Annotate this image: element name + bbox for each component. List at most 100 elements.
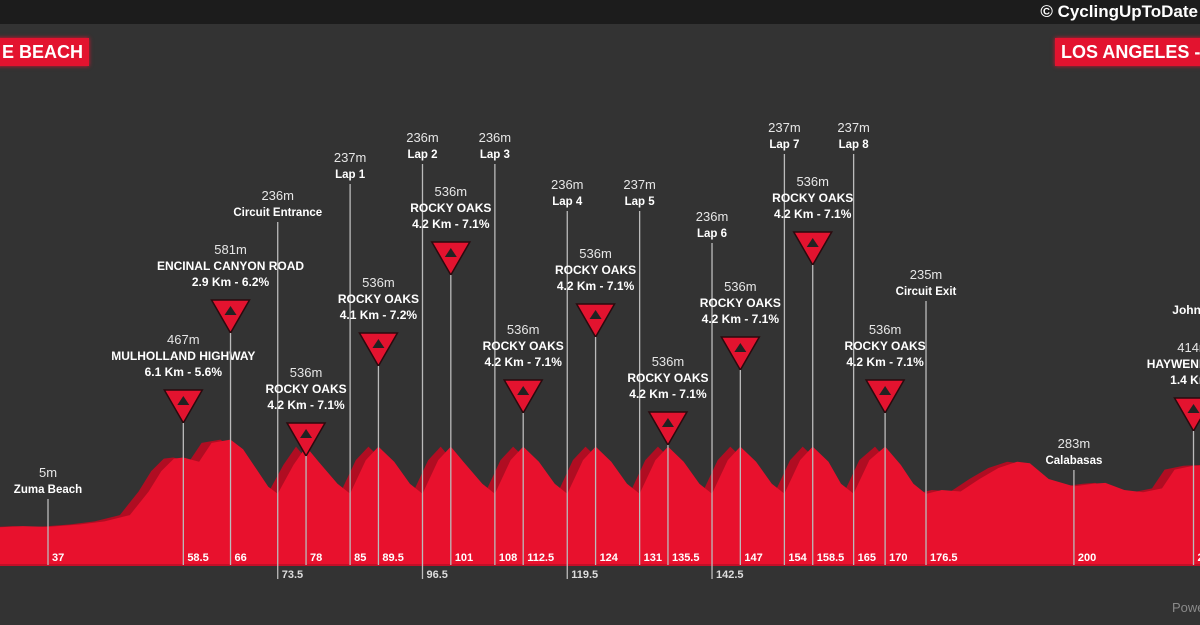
marker-elevation: 467m xyxy=(167,332,200,347)
marker-elevation: 536m xyxy=(724,279,757,294)
marker-elevation: 236m xyxy=(696,209,729,224)
marker-name: Lap 8 xyxy=(839,139,870,151)
marker-name: ROCKY OAKS xyxy=(555,263,636,277)
km-tick-label: 101 xyxy=(455,552,473,564)
climb-triangle-icon xyxy=(163,389,204,425)
km-tick-below-label: 96.5 xyxy=(426,569,447,581)
km-tick-label: 85 xyxy=(354,552,366,564)
marker-name: Circuit Entrance xyxy=(233,207,322,219)
marker-elevation: 236m xyxy=(551,177,584,192)
climb-detail: 4.2 Km - 7.1% xyxy=(267,398,345,412)
km-tick-label: 108 xyxy=(499,552,517,564)
km-tick-label: 147 xyxy=(744,552,762,564)
km-tick-label: 200 xyxy=(1078,552,1096,564)
marker-name: Lap 2 xyxy=(407,149,437,161)
mountain-icon xyxy=(517,386,530,395)
climb-detail: 4.2 Km - 7.1% xyxy=(485,355,563,369)
km-tick-label: 176.5 xyxy=(930,552,958,564)
mountain-icon xyxy=(444,248,457,257)
mountain-icon xyxy=(177,396,190,405)
marker-elevation: 536m xyxy=(362,275,395,290)
top-bar: © CyclingUpToDate xyxy=(0,0,1200,24)
km-tick-label: 78 xyxy=(310,552,322,564)
marker-name: ROCKY OAKS xyxy=(772,191,853,205)
climb-detail: 1.4 Km - xyxy=(1170,373,1200,387)
km-tick-label: 124 xyxy=(600,552,619,564)
km-tick-label: 135.5 xyxy=(672,552,700,564)
marker-name: HAYWENHURST xyxy=(1147,357,1200,371)
marker-name: ENCINAL CANYON ROAD xyxy=(157,259,304,273)
marker-elevation: 536m xyxy=(290,365,323,380)
marker-name: ROCKY OAKS xyxy=(265,382,346,396)
marker-elevation: 536m xyxy=(796,174,829,189)
km-tick-below-label: 73.5 xyxy=(282,569,303,581)
marker-elevation: 237m xyxy=(623,177,656,192)
marker-elevation: 237m xyxy=(334,150,367,165)
marker-elevation: 414m xyxy=(1177,340,1200,355)
km-tick-label: 2 xyxy=(1198,552,1200,564)
powered-by-text: Powe xyxy=(1172,600,1200,615)
climb-detail: 4.2 Km - 7.1% xyxy=(557,279,635,293)
mountain-icon xyxy=(806,238,819,247)
marker-elevation: 235m xyxy=(910,267,943,282)
climb-detail: 4.2 Km - 7.1% xyxy=(702,312,780,326)
marker-elevation: 536m xyxy=(579,246,612,261)
km-tick-label: 154 xyxy=(788,552,807,564)
marker-name: Lap 4 xyxy=(552,196,583,208)
km-tick-label: 89.5 xyxy=(382,552,403,564)
mountain-icon xyxy=(661,418,674,427)
climb-triangle-icon xyxy=(1173,397,1200,433)
climb-detail: 4.2 Km - 7.1% xyxy=(846,355,924,369)
climb-detail: 6.1 Km - 5.6% xyxy=(145,365,223,379)
marker-name: Lap 6 xyxy=(697,228,727,240)
climb-detail: 4.2 Km - 7.1% xyxy=(629,387,707,401)
marker-name: Lap 7 xyxy=(769,139,799,151)
marker-name: Lap 3 xyxy=(480,149,510,161)
marker-name: ROCKY OAKS xyxy=(483,339,564,353)
mountain-icon xyxy=(1187,404,1200,413)
km-tick-below-label: 142.5 xyxy=(716,569,744,581)
marker-name: ROCKY OAKS xyxy=(845,339,926,353)
marker-elevation: 536m xyxy=(652,354,685,369)
marker-elevation: 5m xyxy=(39,465,57,480)
climb-triangle-icon xyxy=(575,303,616,339)
marker-name: Calabasas xyxy=(1045,455,1102,467)
km-tick-label: 112.5 xyxy=(527,552,554,564)
marker-elevation: 536m xyxy=(869,322,902,337)
km-tick-label: 165 xyxy=(858,552,876,564)
copyright-text: © CyclingUpToDate xyxy=(1040,2,1198,21)
mountain-icon xyxy=(734,343,747,352)
climb-detail: 4.2 Km - 7.1% xyxy=(412,217,490,231)
marker-elevation: 536m xyxy=(507,322,540,337)
climb-detail: 2.9 Km - 6.2% xyxy=(192,275,270,289)
climb-detail: 4.1 Km - 7.2% xyxy=(340,308,418,322)
marker-name: Lap 1 xyxy=(335,169,366,181)
km-tick-label: 66 xyxy=(235,552,247,564)
marker-name: ROCKY OAKS xyxy=(410,201,491,215)
marker-elevation: 236m xyxy=(406,130,439,145)
marker-name: Lap 5 xyxy=(625,196,656,208)
marker-elevation: 581m xyxy=(214,242,247,257)
marker-elevation: 236m xyxy=(479,130,512,145)
climb-detail: 4.2 Km - 7.1% xyxy=(774,207,852,221)
climb-triangle-icon xyxy=(210,299,251,335)
climb-triangle-icon xyxy=(720,336,761,372)
profile-area xyxy=(0,439,1200,565)
km-tick-below-label: 119.5 xyxy=(571,569,598,581)
mountain-icon xyxy=(879,386,892,395)
km-tick-label: 131 xyxy=(644,552,662,564)
marker-name: John xyxy=(1172,303,1200,317)
km-tick-label: 158.5 xyxy=(817,552,845,564)
mountain-icon xyxy=(300,429,313,438)
marker-elevation: 237m xyxy=(837,120,870,135)
marker-name: MULHOLLAND HIGHWAY xyxy=(111,349,255,363)
km-tick-label: 37 xyxy=(52,552,64,564)
mountain-icon xyxy=(589,310,602,319)
mountain-icon xyxy=(372,339,385,348)
marker-name: Circuit Exit xyxy=(896,286,957,298)
finish-banner: LOS ANGELES - G xyxy=(1055,38,1200,66)
marker-elevation: 536m xyxy=(435,184,468,199)
marker-elevation: 236m xyxy=(261,188,294,203)
mountain-icon xyxy=(224,306,237,315)
